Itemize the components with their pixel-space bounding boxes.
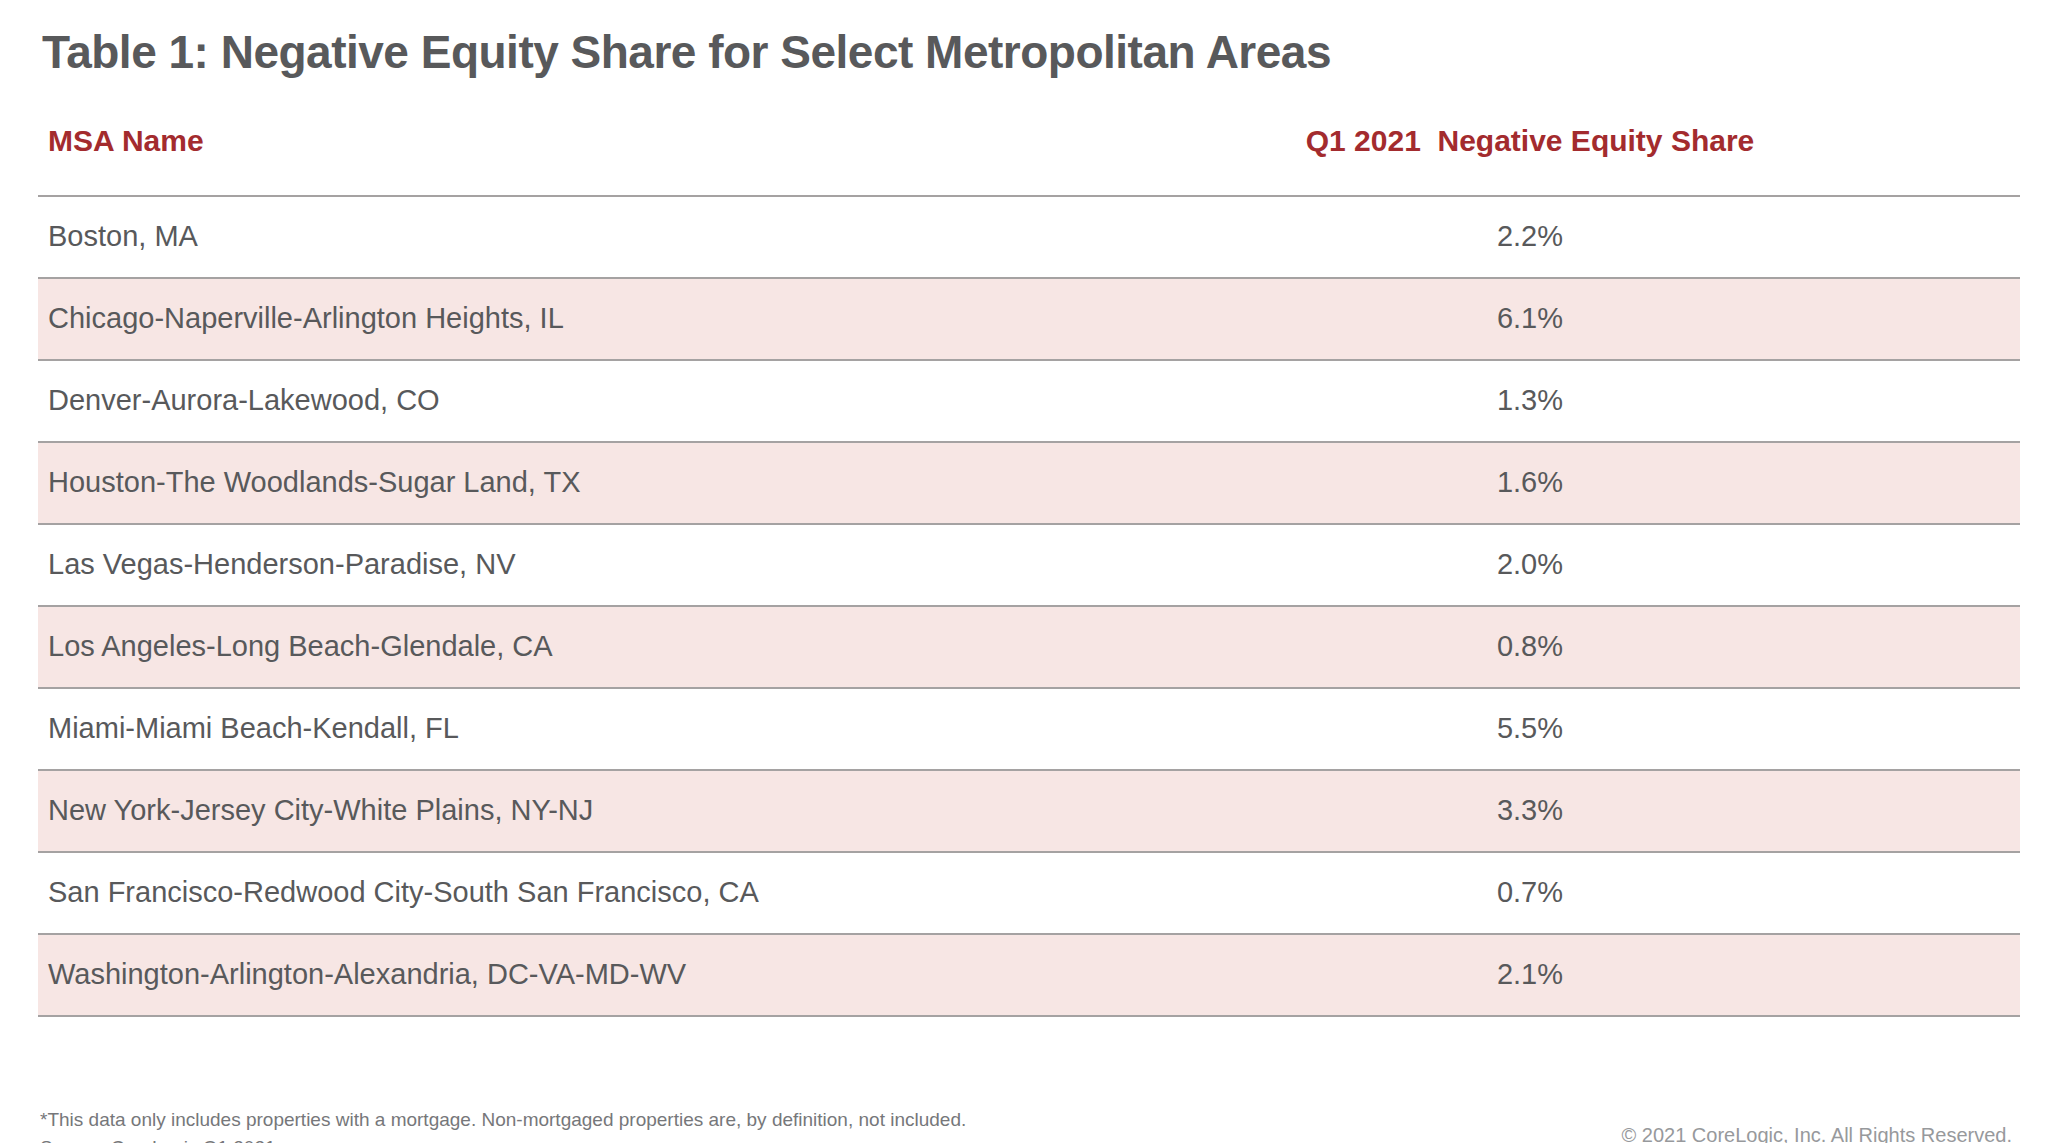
negative-equity-share-cell: 0.8% bbox=[1040, 629, 2020, 664]
msa-name-cell: Los Angeles-Long Beach-Glendale, CA bbox=[38, 629, 1040, 664]
source-text: Source: CoreLogic Q1 2021 bbox=[40, 1134, 966, 1143]
table-header-row: MSA Name Q1 2021 Negative Equity Share bbox=[38, 79, 2020, 197]
table-body: Boston, MA 2.2% Chicago-Naperville-Arlin… bbox=[38, 197, 2020, 1017]
table-row: Washington-Arlington-Alexandria, DC-VA-M… bbox=[38, 935, 2020, 1017]
msa-name-cell: Miami-Miami Beach-Kendall, FL bbox=[38, 711, 1040, 746]
table-row: Houston-The Woodlands-Sugar Land, TX 1.6… bbox=[38, 443, 2020, 525]
negative-equity-share-cell: 3.3% bbox=[1040, 793, 2020, 828]
copyright-text: © 2021 CoreLogic, Inc. All Rights Reserv… bbox=[1622, 1124, 2013, 1143]
table-row: Denver-Aurora-Lakewood, CO 1.3% bbox=[38, 361, 2020, 443]
negative-equity-share-cell: 1.6% bbox=[1040, 465, 2020, 500]
table-row: Miami-Miami Beach-Kendall, FL 5.5% bbox=[38, 689, 2020, 771]
table-row: Boston, MA 2.2% bbox=[38, 197, 2020, 279]
negative-equity-share-cell: 5.5% bbox=[1040, 711, 2020, 746]
column-header-negative-equity-share: Q1 2021 Negative Equity Share bbox=[1040, 123, 2020, 159]
msa-name-cell: Houston-The Woodlands-Sugar Land, TX bbox=[38, 465, 1040, 500]
table-row: San Francisco-Redwood City-South San Fra… bbox=[38, 853, 2020, 935]
negative-equity-share-cell: 2.1% bbox=[1040, 957, 2020, 992]
msa-name-cell: San Francisco-Redwood City-South San Fra… bbox=[38, 875, 1040, 910]
negative-equity-share-cell: 1.3% bbox=[1040, 383, 2020, 418]
msa-name-cell: Chicago-Naperville-Arlington Heights, IL bbox=[38, 301, 1040, 336]
msa-name-cell: Denver-Aurora-Lakewood, CO bbox=[38, 383, 1040, 418]
negative-equity-share-cell: 0.7% bbox=[1040, 875, 2020, 910]
msa-name-cell: New York-Jersey City-White Plains, NY-NJ bbox=[38, 793, 1040, 828]
table-row: Los Angeles-Long Beach-Glendale, CA 0.8% bbox=[38, 607, 2020, 689]
negative-equity-share-cell: 2.0% bbox=[1040, 547, 2020, 582]
footnote-block: *This data only includes properties with… bbox=[40, 1106, 966, 1143]
footnote-text: *This data only includes properties with… bbox=[40, 1106, 966, 1134]
table-row: Chicago-Naperville-Arlington Heights, IL… bbox=[38, 279, 2020, 361]
msa-name-cell: Washington-Arlington-Alexandria, DC-VA-M… bbox=[38, 957, 1040, 992]
table-title: Table 1: Negative Equity Share for Selec… bbox=[42, 26, 2020, 79]
negative-equity-share-cell: 6.1% bbox=[1040, 301, 2020, 336]
msa-name-cell: Las Vegas-Henderson-Paradise, NV bbox=[38, 547, 1040, 582]
table-row: New York-Jersey City-White Plains, NY-NJ… bbox=[38, 771, 2020, 853]
table-row: Las Vegas-Henderson-Paradise, NV 2.0% bbox=[38, 525, 2020, 607]
column-header-msa-name: MSA Name bbox=[38, 123, 1040, 159]
msa-name-cell: Boston, MA bbox=[38, 219, 1040, 254]
page: Table 1: Negative Equity Share for Selec… bbox=[0, 26, 2048, 1143]
negative-equity-share-cell: 2.2% bbox=[1040, 219, 2020, 254]
